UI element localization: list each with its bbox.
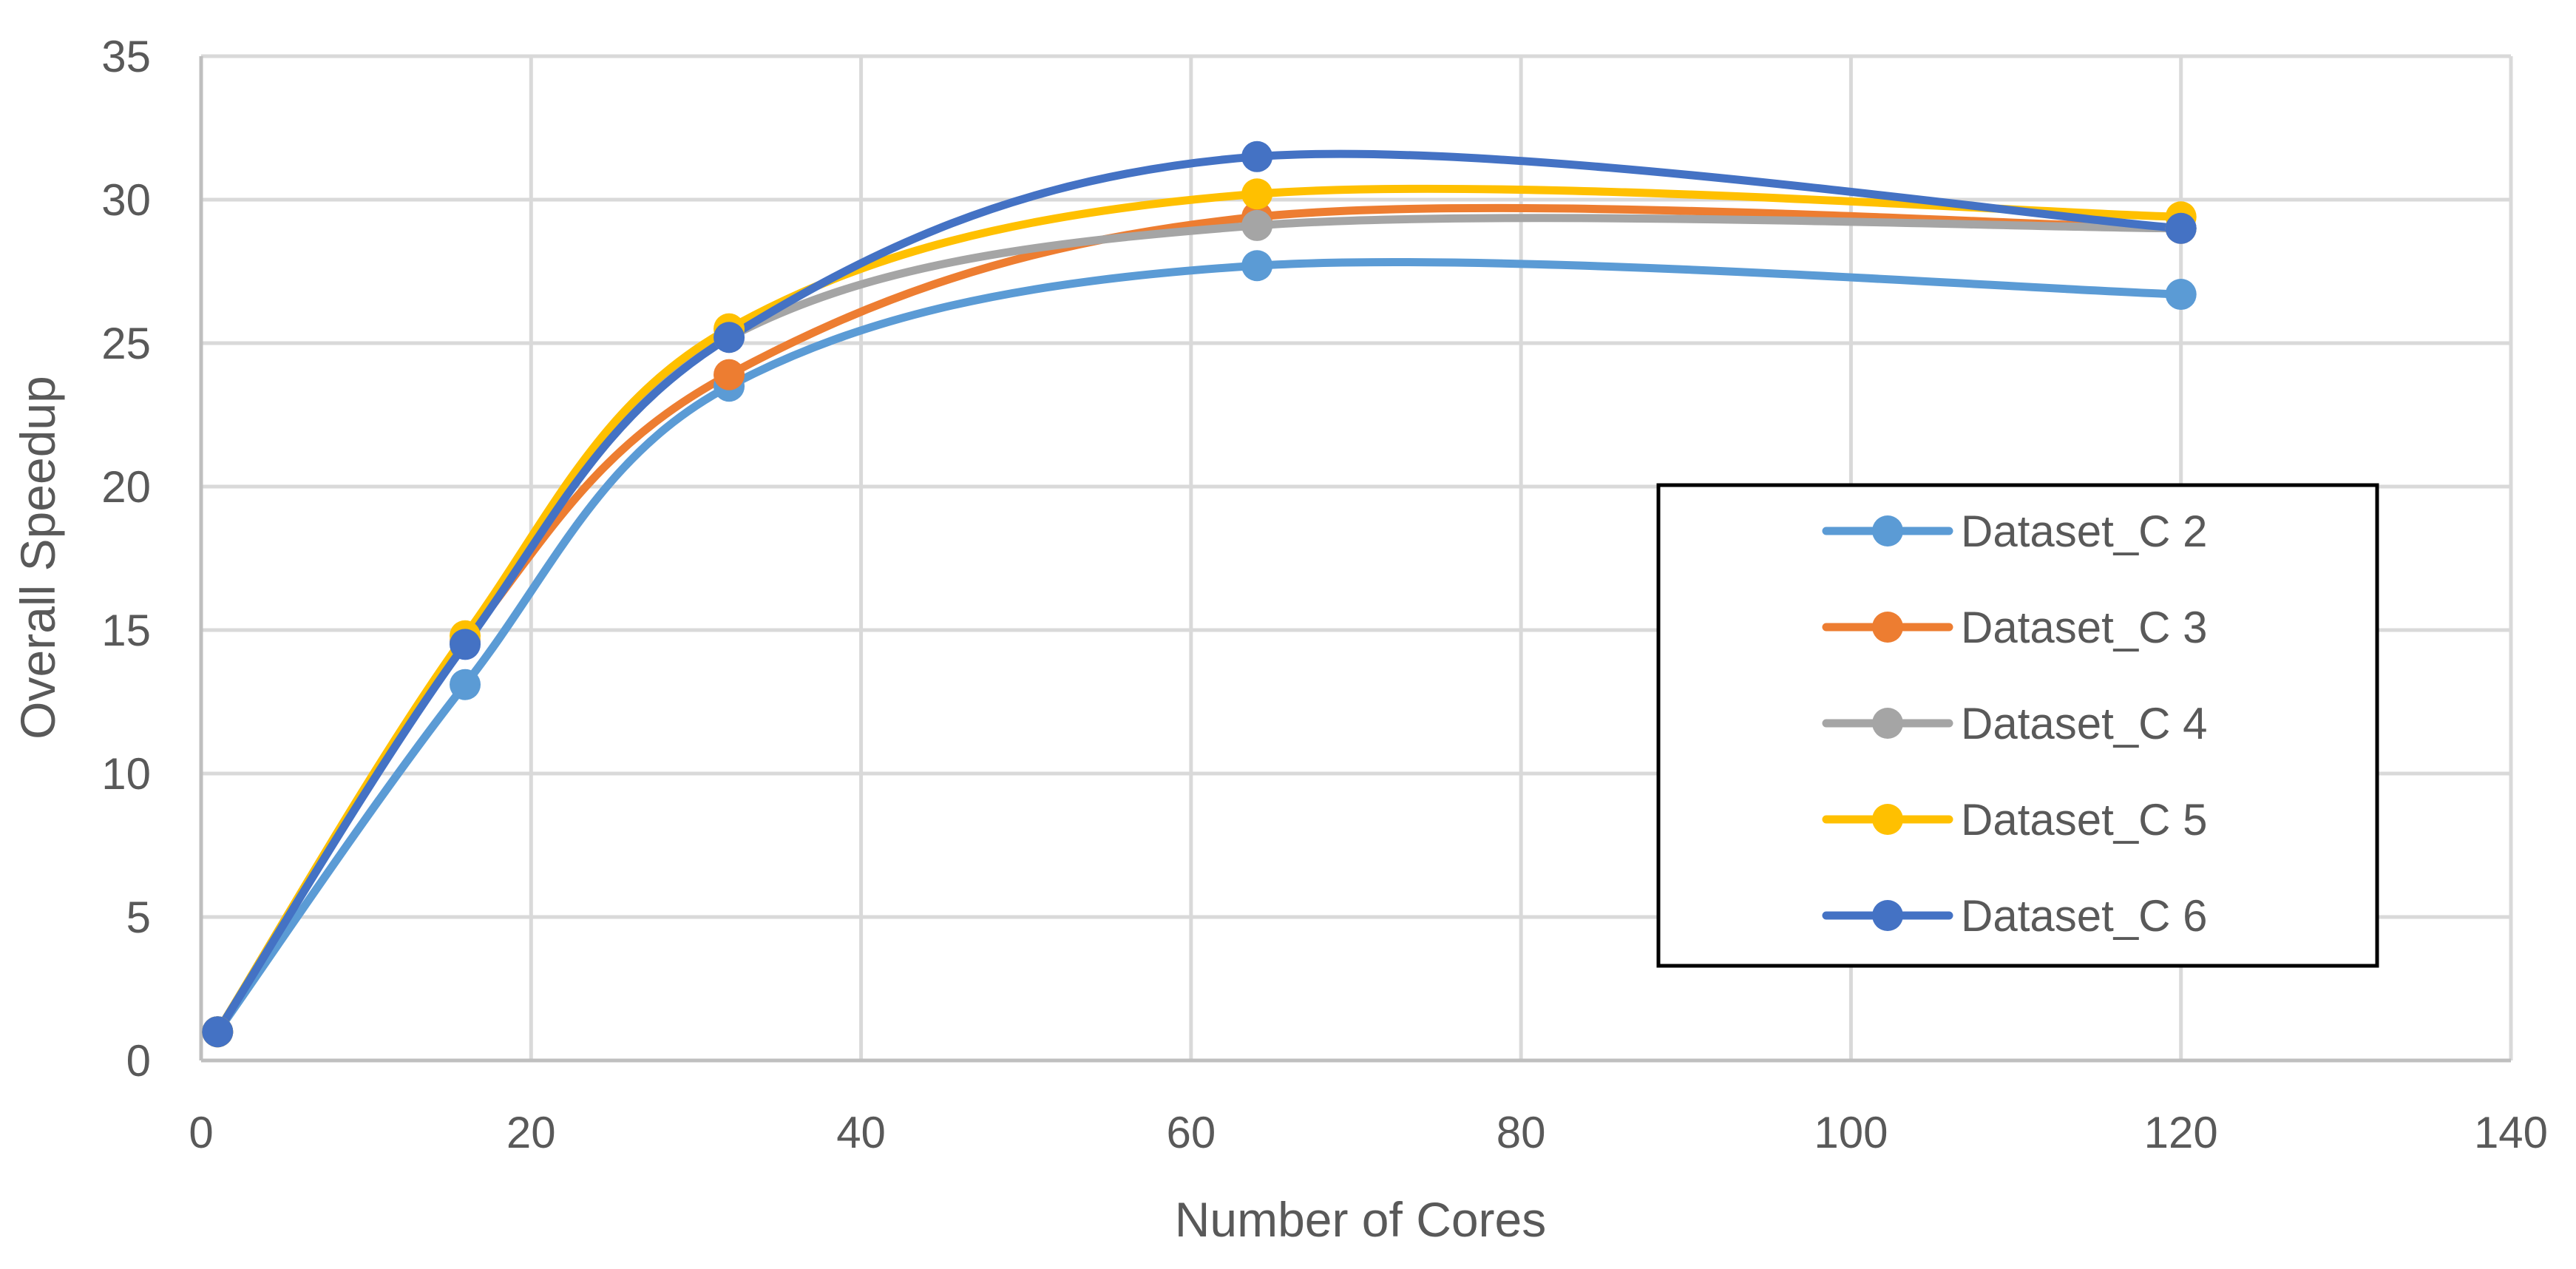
legend-label: Dataset_C 5 [1961, 795, 2208, 845]
y-tick-label: 0 [126, 1036, 151, 1086]
series-2-point [714, 359, 745, 390]
series-1-line [213, 257, 2186, 1036]
y-axis-title: Overall Speedup [10, 376, 65, 740]
series-3-point [1241, 209, 1273, 241]
series-markers [202, 141, 2197, 1048]
series-1-point [2165, 279, 2197, 311]
legend-swatch-marker [1872, 515, 1903, 546]
series-5-point [2165, 212, 2197, 244]
x-tick-label: 60 [1166, 1108, 1216, 1157]
x-tick-label: 0 [189, 1108, 213, 1157]
legend-swatch-marker [1872, 612, 1903, 643]
x-tick-label: 40 [836, 1108, 886, 1157]
legend-label: Dataset_C 6 [1961, 891, 2208, 941]
legend-swatch-marker [1872, 804, 1903, 835]
legend-label: Dataset_C 4 [1961, 699, 2208, 748]
axes: 0 5 10 15 20 25 30 35 0 20 40 60 80 100 120 140 [101, 32, 2548, 1157]
x-tick-label: 140 [2474, 1108, 2548, 1157]
legend-swatch-marker [1872, 708, 1903, 739]
y-tick-label: 5 [126, 893, 151, 942]
y-tick-label: 30 [101, 175, 151, 225]
series-1-point [1241, 250, 1273, 282]
y-tick-label: 10 [101, 749, 151, 799]
series-5-line [213, 149, 2186, 1036]
series-5-point [450, 629, 481, 660]
series-lines [213, 149, 2186, 1036]
x-axis-title: Number of Cores [1175, 1192, 1547, 1247]
y-tick-label: 15 [101, 606, 151, 655]
series-5-point [714, 322, 745, 353]
legend: Dataset_C 2 Dataset_C 3 Dataset_C 4 Dataset… [1656, 483, 2379, 968]
y-tick-label: 35 [101, 32, 151, 81]
x-tick-label: 80 [1497, 1108, 1546, 1157]
x-tick-label: 120 [2144, 1108, 2218, 1157]
legend-label: Dataset_C 3 [1961, 603, 2208, 652]
x-tick-label: 20 [506, 1108, 556, 1157]
series-1-point [450, 669, 481, 700]
series-5-point [202, 1016, 234, 1048]
series-4-point [1241, 178, 1273, 210]
x-tick-label: 100 [1814, 1108, 1888, 1157]
legend-swatch-marker [1872, 900, 1903, 931]
legend-frame [1656, 483, 2379, 968]
legend-label: Dataset_C 2 [1961, 507, 2208, 556]
y-tick-label: 25 [101, 319, 151, 368]
y-tick-label: 20 [101, 462, 151, 512]
series-5-point [1241, 141, 1273, 172]
